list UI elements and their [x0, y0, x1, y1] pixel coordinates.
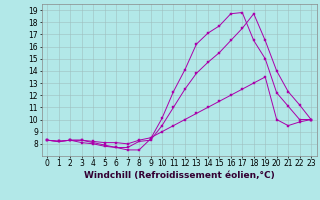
X-axis label: Windchill (Refroidissement éolien,°C): Windchill (Refroidissement éolien,°C): [84, 171, 275, 180]
